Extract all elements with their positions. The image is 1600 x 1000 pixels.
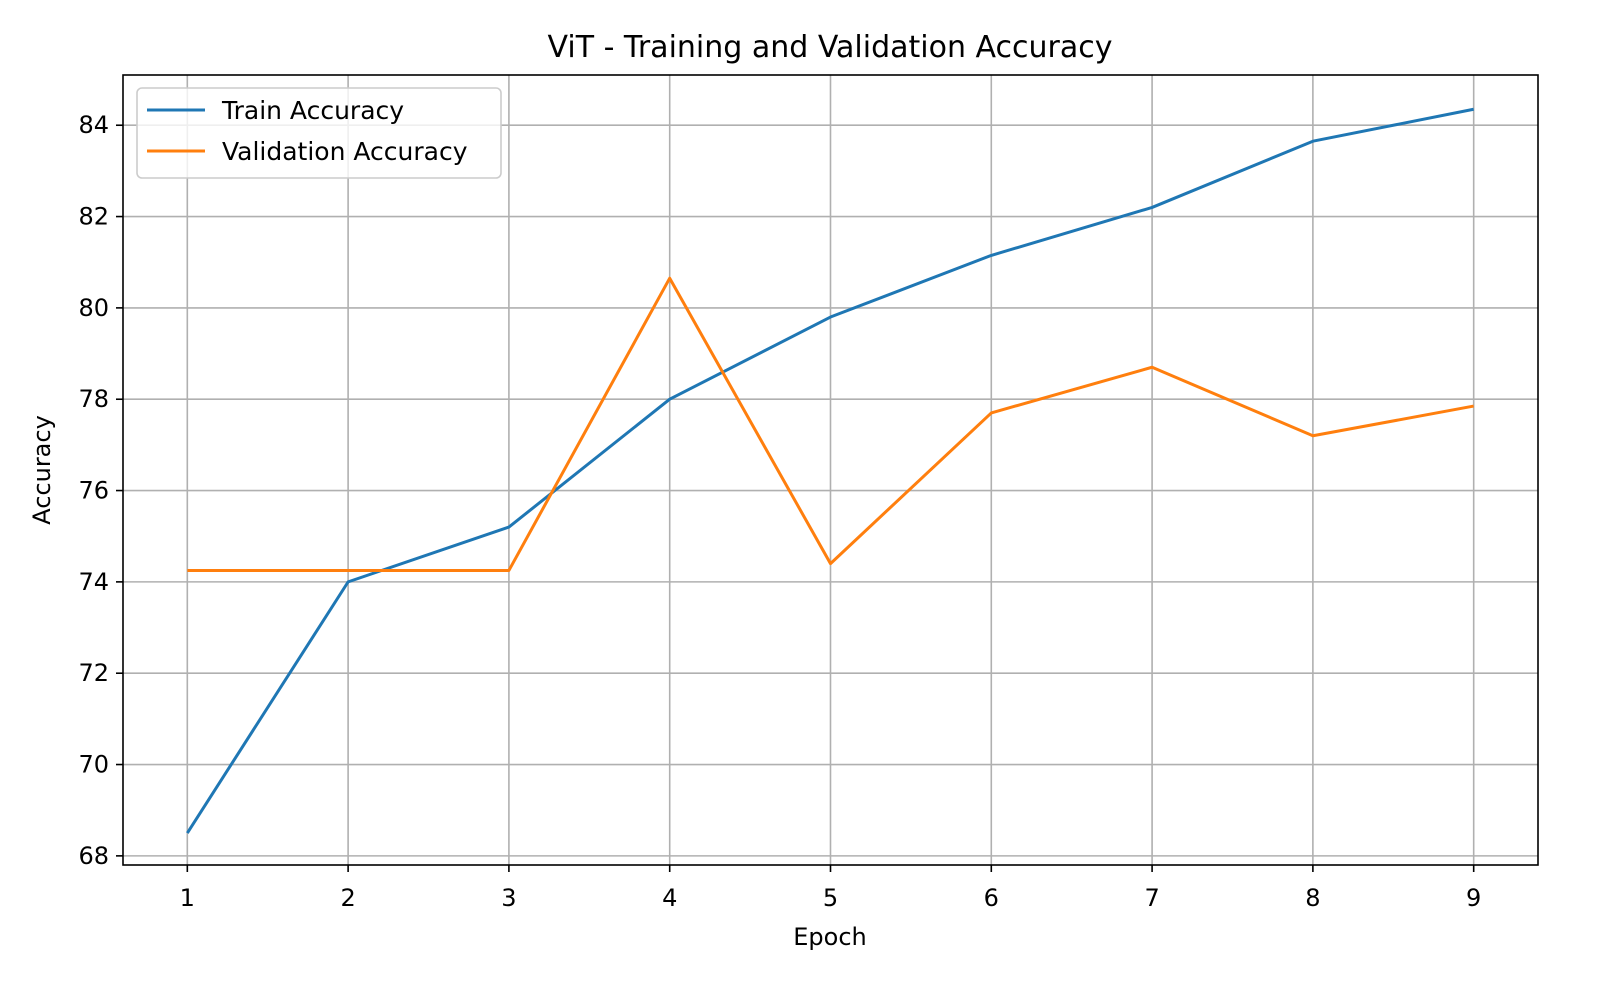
y-tick-label: 74: [78, 568, 109, 596]
grid: [123, 75, 1538, 865]
y-tick-label: 72: [78, 659, 109, 687]
y-tick-label: 78: [78, 385, 109, 413]
legend-label-validation-accuracy: Validation Accuracy: [222, 137, 468, 166]
x-tick-label: 5: [823, 884, 838, 912]
x-tick-label: 9: [1466, 884, 1481, 912]
x-tick-label: 4: [662, 884, 677, 912]
legend-label-train-accuracy: Train Accuracy: [221, 96, 404, 125]
y-tick-label: 82: [78, 203, 109, 231]
y-tick-label: 84: [78, 111, 109, 139]
y-tick-label: 68: [78, 842, 109, 870]
x-tick-label: 2: [340, 884, 355, 912]
legend-box: [136, 87, 502, 179]
chart-title: ViT - Training and Validation Accuracy: [548, 30, 1113, 65]
y-tick-label: 70: [78, 751, 109, 779]
series-line-train-accuracy: [186, 107, 1474, 834]
series-line-validation-accuracy: [187, 276, 1474, 572]
x-tick-label: 6: [984, 884, 999, 912]
x-tick-label: 8: [1305, 884, 1320, 912]
x-axis-label: Epoch: [793, 923, 867, 951]
x-tick-label: 7: [1144, 884, 1159, 912]
y-axis-label: Accuracy: [28, 415, 56, 525]
x-tick-label: 1: [180, 884, 195, 912]
legend: Train Accuracy Validation Accuracy: [136, 87, 502, 179]
y-tick-label: 76: [78, 477, 109, 505]
series-lines: [186, 107, 1474, 834]
x-tick-label: 3: [501, 884, 516, 912]
y-tick-label: 80: [78, 294, 109, 322]
